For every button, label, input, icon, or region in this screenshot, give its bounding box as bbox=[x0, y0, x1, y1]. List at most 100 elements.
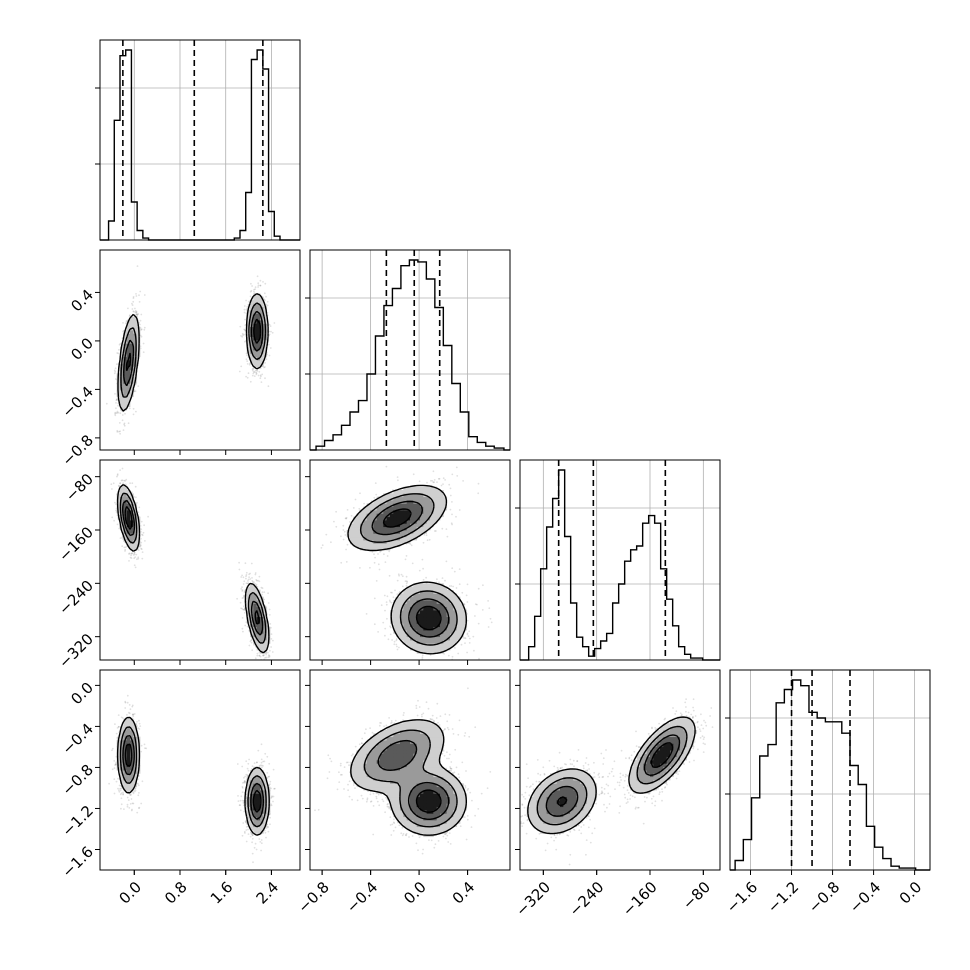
scatter-point bbox=[115, 363, 118, 366]
scatter-point bbox=[270, 638, 273, 640]
density-cell bbox=[133, 543, 138, 548]
scatter-point bbox=[259, 284, 262, 287]
scatter-point bbox=[257, 579, 259, 582]
scatter-point bbox=[255, 369, 258, 371]
scatter-point bbox=[118, 343, 121, 346]
density-cell bbox=[250, 346, 254, 351]
scatter-point bbox=[131, 304, 134, 306]
contour-line bbox=[117, 293, 269, 412]
density-cell bbox=[120, 350, 124, 354]
scatter-point bbox=[131, 808, 133, 811]
density-cell bbox=[133, 370, 138, 374]
scatter-point bbox=[251, 368, 254, 370]
scatter-point bbox=[250, 562, 253, 565]
density-cell bbox=[126, 366, 131, 371]
scatter-point bbox=[245, 358, 248, 361]
scatter-point bbox=[261, 373, 264, 376]
scatter-point bbox=[140, 520, 143, 523]
scatter-point bbox=[120, 792, 123, 794]
scatter-point bbox=[114, 762, 117, 765]
density-cell bbox=[256, 313, 261, 318]
scatter-point bbox=[117, 725, 120, 728]
axes-frame bbox=[729, 669, 931, 871]
scatter-point bbox=[267, 602, 270, 604]
scatter-point bbox=[249, 572, 252, 575]
scatter-point bbox=[115, 503, 117, 505]
density-cell bbox=[256, 306, 261, 311]
density-cell bbox=[250, 620, 254, 624]
density-cell bbox=[260, 360, 264, 364]
scatter-point bbox=[242, 583, 245, 585]
scatter-point bbox=[254, 582, 256, 585]
scatter-point bbox=[249, 578, 252, 580]
scatter-point bbox=[142, 342, 145, 345]
density-cell bbox=[126, 350, 131, 354]
density-cell bbox=[120, 523, 124, 528]
scatter-point bbox=[265, 303, 267, 306]
scatter-point bbox=[138, 294, 140, 297]
density-cell bbox=[260, 333, 264, 338]
scatter-point bbox=[262, 673, 264, 675]
density-cell bbox=[126, 386, 131, 391]
scatter-point bbox=[258, 580, 261, 583]
density-cell bbox=[253, 623, 258, 628]
density-cell bbox=[130, 386, 134, 391]
density-cell bbox=[120, 370, 124, 374]
scatter-point bbox=[265, 295, 267, 298]
scatter-point bbox=[260, 381, 263, 383]
scatter-point bbox=[270, 633, 273, 635]
scatter-point bbox=[258, 575, 261, 578]
scatter-point bbox=[116, 398, 119, 401]
scatter-point bbox=[140, 744, 143, 747]
density-cell bbox=[263, 316, 268, 321]
scatter-point bbox=[129, 556, 132, 559]
scatter-point bbox=[114, 413, 116, 415]
density-cell bbox=[253, 630, 258, 634]
scatter-point bbox=[242, 608, 245, 611]
density-cell bbox=[256, 363, 261, 368]
scatter-point bbox=[113, 369, 116, 372]
scatter-point bbox=[124, 548, 127, 551]
scatter-point bbox=[115, 761, 118, 764]
density-cell bbox=[253, 340, 258, 344]
scatter-point bbox=[248, 644, 251, 647]
scatter-point bbox=[249, 295, 252, 298]
density-cell bbox=[123, 370, 128, 374]
scatter-point bbox=[261, 587, 264, 590]
scatter-point bbox=[132, 791, 135, 794]
scatter-point bbox=[139, 725, 142, 727]
scatter-point bbox=[263, 292, 266, 295]
scatter-point bbox=[271, 331, 274, 334]
density-cell bbox=[130, 343, 134, 348]
scatter-point bbox=[129, 708, 132, 711]
density-cell bbox=[126, 333, 131, 338]
density-cell bbox=[126, 396, 131, 401]
scatter-point bbox=[115, 780, 118, 783]
scatter-point bbox=[126, 803, 129, 806]
scatter-point bbox=[263, 654, 265, 656]
density-cell bbox=[130, 360, 134, 364]
scatter-point bbox=[114, 411, 117, 414]
scatter-point bbox=[265, 656, 268, 659]
scatter-point bbox=[264, 366, 266, 368]
density-cell bbox=[256, 643, 261, 648]
scatter-point bbox=[132, 297, 135, 299]
density-cell bbox=[130, 320, 134, 324]
contour-line bbox=[120, 302, 267, 398]
scatter-point bbox=[266, 304, 269, 307]
scatter-point bbox=[258, 651, 261, 654]
scatter-point bbox=[123, 540, 125, 542]
scatter-point bbox=[254, 573, 257, 576]
axes-frame bbox=[99, 249, 301, 451]
scatter-point bbox=[266, 300, 269, 303]
scatter-point bbox=[245, 574, 248, 576]
scatter-point bbox=[260, 375, 262, 378]
scatter-point bbox=[240, 588, 243, 590]
scatter-point bbox=[136, 501, 138, 504]
scatter-point bbox=[131, 802, 134, 805]
density-cell bbox=[246, 313, 251, 318]
density-cell bbox=[260, 326, 264, 331]
density-cell bbox=[123, 390, 128, 394]
density-cell bbox=[130, 543, 134, 548]
density-cell bbox=[256, 636, 261, 641]
